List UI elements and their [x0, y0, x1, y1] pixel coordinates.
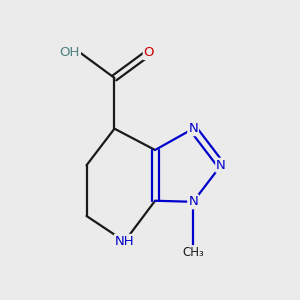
Text: N: N — [188, 122, 198, 135]
Text: OH: OH — [60, 46, 80, 59]
Text: N: N — [188, 195, 198, 208]
Text: N: N — [216, 159, 226, 172]
Text: CH₃: CH₃ — [182, 246, 204, 259]
Text: O: O — [144, 46, 154, 59]
Text: NH: NH — [115, 235, 134, 248]
